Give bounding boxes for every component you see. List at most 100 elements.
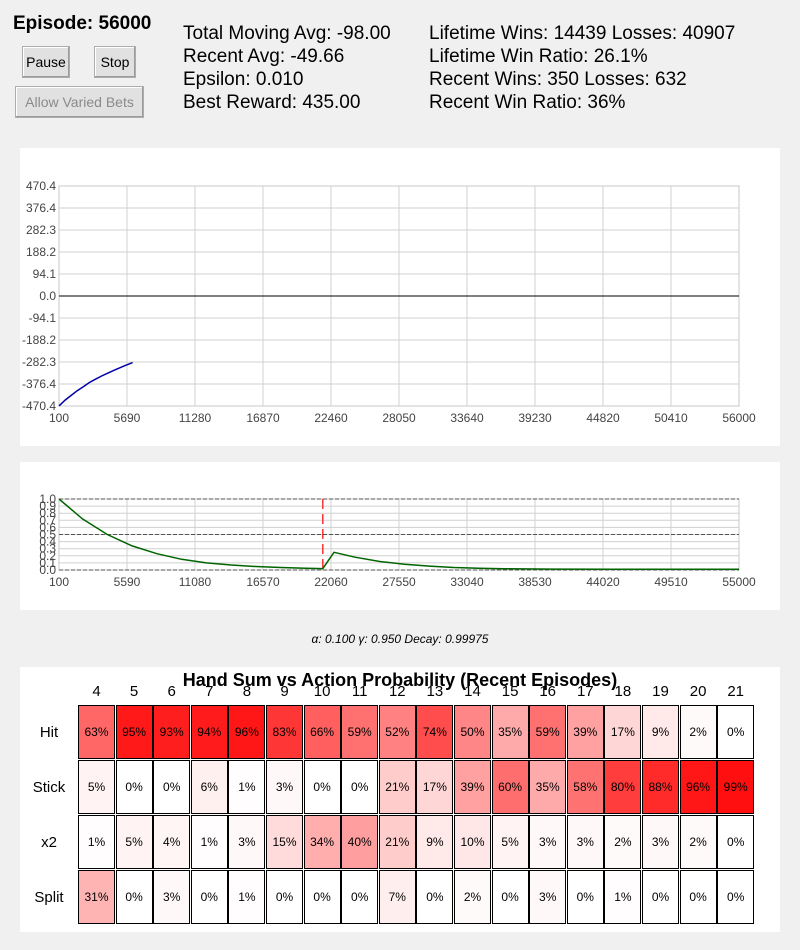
heatmap-cell: 0% (341, 760, 379, 814)
x-tick-label: 11080 (179, 575, 212, 589)
heatmap-cell: 35% (491, 705, 529, 759)
stop-button[interactable]: Stop (94, 46, 136, 78)
epsilon-chart: 100 5590 11080 16570 22060 27550 33040 38530 440… (39, 492, 756, 589)
heatmap-cell: 80% (604, 760, 642, 814)
y-tick-label: 0.2 (39, 549, 56, 563)
heatmap-column-header: 7 (205, 683, 214, 700)
x-tick-label: 22460 (314, 411, 348, 425)
heatmap-cell: 83% (266, 705, 303, 759)
heatmap-cell: 1% (228, 760, 266, 814)
heatmap-column-header: 5 (129, 683, 139, 700)
heatmap-cell: 39% (566, 705, 604, 759)
best-reward: Best Reward: 435.00 (183, 92, 361, 113)
heatmap-column-header: 12 (388, 683, 406, 700)
heatmap-cell: 0% (717, 870, 755, 924)
heatmap-row-label: Hit (39, 724, 59, 741)
y-tick-label: 470.4 (26, 179, 56, 193)
x-tick-label: 33040 (450, 575, 484, 589)
y-tick-label: -470.4 (22, 399, 56, 413)
y-tick-label: 376.4 (26, 201, 56, 215)
heatmap-panel: Hand Sum vs Action Probability (Recent E… (20, 667, 780, 932)
y-tick-label: 0.3 (39, 542, 56, 556)
total-moving-avg: Total Moving Avg: -98.00 (183, 23, 391, 44)
heatmap-cell: 99% (717, 760, 755, 814)
heatmap-cell: 0% (303, 760, 341, 814)
x-tick-label: 5590 (114, 575, 141, 589)
heatmap-cell: 1% (78, 815, 115, 869)
x-tick-label: 16570 (246, 575, 280, 589)
heatmap-cell: 0% (190, 870, 228, 924)
heatmap-cell: 0% (303, 870, 341, 924)
heatmap-column-header: 15 (501, 683, 519, 700)
heatmap-cell: 0% (153, 760, 191, 814)
x-tick-label: 27550 (382, 575, 416, 589)
y-tick-label: -188.2 (22, 333, 56, 347)
y-tick-label: 0.5 (39, 528, 56, 542)
y-tick-label: 0.1 (39, 556, 56, 570)
heatmap-column-header: 10 (313, 683, 331, 700)
x-tick-label: 5690 (114, 411, 141, 425)
x-tick-label: 33640 (450, 411, 484, 425)
heatmap-cell: 31% (78, 870, 115, 924)
heatmap-cell: 0% (416, 870, 454, 924)
series-line (58, 498, 739, 571)
heatmap-cell: 35% (529, 760, 567, 814)
heatmap-cell: 9% (642, 705, 679, 759)
reward-chart: 100 5690 11280 16870 22460 28050 33640 39230 448… (22, 179, 756, 425)
y-tick-label: 0.0 (39, 563, 56, 577)
heatmap-cell: 60% (491, 760, 529, 814)
episode-label: Episode: 56000 (13, 13, 152, 34)
y-tick-label: 0.0 (39, 289, 56, 303)
heatmap-row-label: Stick (32, 779, 66, 796)
heatmap-column-header: 13 (426, 683, 444, 700)
x-tick-label: 28050 (382, 411, 416, 425)
heatmap-cell: 3% (228, 815, 266, 869)
epsilon-chart-panel: 100 5590 11080 16570 22060 27550 33040 38530 440… (20, 462, 780, 610)
y-tick-label: -376.4 (22, 377, 56, 391)
heatmap-cell: 58% (566, 760, 604, 814)
pause-button[interactable]: Pause (22, 46, 70, 78)
y-tick-label: 0.8 (39, 506, 56, 520)
heatmap-cell: 88% (642, 760, 679, 814)
y-tick-label: 282.3 (26, 223, 56, 237)
heatmap-cell: 0% (717, 815, 755, 869)
heatmap-column-header: 20 (689, 683, 707, 700)
heatmap-cell: 39% (454, 760, 491, 814)
heatmap-column-header: 11 (351, 683, 368, 700)
y-tick-label: 1.0 (39, 492, 56, 506)
heatmap-column-header: 8 (242, 683, 252, 700)
x-tick-label: 100 (49, 575, 69, 589)
heatmap-cell: 3% (642, 815, 679, 869)
heatmap-cell: 2% (679, 705, 717, 759)
heatmap-cell: 2% (604, 815, 642, 869)
heatmap-cell: 15% (266, 815, 303, 869)
lifetime-win-ratio: Lifetime Win Ratio: 26.1% (429, 46, 648, 67)
x-tick-label: 11280 (179, 411, 212, 425)
heatmap-cell: 1% (228, 870, 266, 924)
allow-varied-bets-button[interactable]: Allow Varied Bets (15, 86, 144, 118)
heatmap-cell: 21% (378, 760, 416, 814)
y-tick-label: -94.1 (29, 311, 57, 325)
heatmap-cell: 5% (491, 815, 529, 869)
heatmap-column-header: 9 (280, 683, 289, 700)
heatmap-cell: 21% (378, 815, 416, 869)
heatmap-cell: 10% (454, 815, 491, 869)
x-tick-label: 50410 (654, 411, 688, 425)
heatmap-cell: 95% (115, 705, 153, 759)
heatmap-cell: 66% (303, 705, 341, 759)
y-tick-label: 94.1 (33, 267, 57, 281)
x-tick-label: 39230 (518, 411, 552, 425)
heatmap-cell: 0% (717, 705, 755, 759)
x-tick-label: 56000 (722, 411, 756, 425)
lifetime-wins-losses: Lifetime Wins: 14439 Losses: 40907 (429, 23, 736, 44)
heatmap-cell: 3% (529, 815, 567, 869)
y-tick-label: 0.7 (39, 513, 56, 527)
heatmap-cell: 9% (416, 815, 454, 869)
heatmap-cell: 6% (190, 760, 228, 814)
heatmap-cell: 96% (228, 705, 266, 759)
heatmap-cell: 0% (642, 870, 679, 924)
heatmap-column-header: 18 (614, 683, 632, 700)
x-tick-label: 44820 (586, 411, 620, 425)
heatmap-cell: 17% (604, 705, 642, 759)
heatmap-cell: 1% (190, 815, 228, 869)
